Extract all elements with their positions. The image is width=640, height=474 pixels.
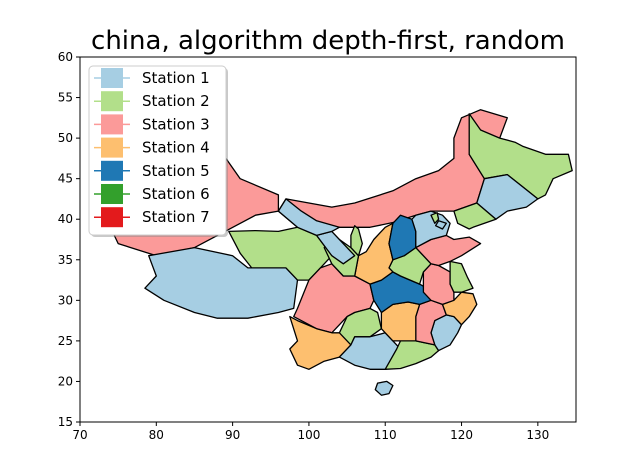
region-20-station-2: [449, 260, 474, 293]
legend-label-4: Station 4: [142, 139, 210, 157]
legend-label-3: Station 3: [142, 115, 210, 133]
legend-swatch-1: [101, 68, 123, 88]
x-tick-label: 100: [297, 428, 320, 442]
region-23-station-4: [354, 222, 394, 285]
y-tick-label: 35: [58, 253, 73, 267]
y-tick-label: 45: [58, 172, 73, 186]
legend-swatch-5: [101, 160, 123, 181]
x-tick-label: 110: [374, 428, 397, 442]
y-tick-label: 30: [58, 293, 73, 307]
region-31-station-1: [277, 198, 341, 237]
legend-label-7: Station 7: [142, 208, 210, 226]
x-tick-label: 80: [149, 428, 164, 442]
province-regions: [109, 109, 573, 396]
legend-swatch-4: [101, 137, 123, 158]
y-tick-label: 20: [58, 374, 73, 388]
region-4-station-3: [277, 109, 508, 228]
region-30-station-2: [350, 225, 363, 257]
region-26-station-2: [430, 212, 440, 224]
legend-box: [88, 65, 227, 236]
y-tick-label: 40: [58, 212, 73, 226]
legend: Station 1 Station 2 Station 3 Station 4 Stat…: [88, 65, 228, 237]
y-tick-label: 60: [58, 50, 73, 64]
legend-swatch-6: [101, 184, 123, 204]
legend-swatch-3: [101, 114, 123, 135]
y-axis: 15 20 25 30 35 40 45 50 55 60: [58, 50, 80, 429]
legend-label-6: Station 6: [142, 185, 210, 203]
x-tick-label: 120: [450, 428, 473, 442]
y-tick-label: 55: [58, 91, 73, 105]
region-27-station-1: [434, 220, 447, 230]
region-11-station-1: [338, 332, 402, 370]
x-tick-label: 130: [526, 428, 549, 442]
plot-frame: [79, 56, 577, 423]
region-2-station-1: [144, 246, 299, 319]
chart-title: china, algorithm depth-first, random: [91, 26, 565, 56]
x-axis: 70 80 90 100 110 120 130: [72, 422, 549, 442]
region-7-station-2: [453, 202, 497, 230]
region-12-station-1: [374, 380, 394, 396]
legend-label-5: Station 5: [142, 162, 210, 180]
y-tick-label: 25: [58, 334, 73, 348]
legend-label-1: Station 1: [142, 69, 210, 87]
x-tick-label: 90: [225, 428, 240, 442]
y-tick-label: 15: [58, 415, 73, 429]
x-tick-label: 70: [72, 428, 87, 442]
legend-swatch-2: [101, 91, 123, 112]
y-tick-label: 50: [58, 131, 73, 145]
legend-swatch-7: [101, 207, 123, 228]
legend-label-2: Station 2: [142, 92, 210, 110]
